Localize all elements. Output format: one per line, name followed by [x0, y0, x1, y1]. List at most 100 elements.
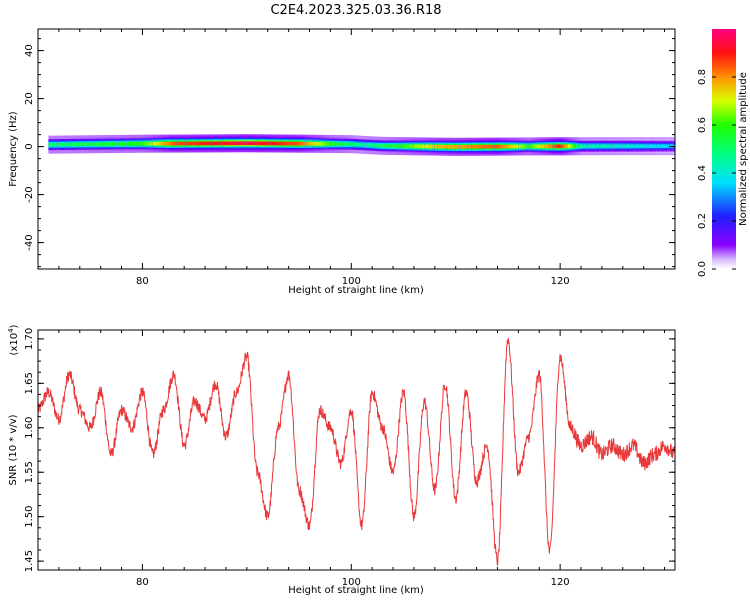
- spectrogram-cell: [286, 141, 290, 146]
- spectrogram-cell: [100, 142, 104, 146]
- spectrogram-cell: [296, 141, 300, 146]
- spectrogram-cell: [617, 144, 621, 148]
- spectrogram-cell: [168, 141, 172, 146]
- spectrogram-cell: [395, 144, 399, 148]
- spectrogram-cell: [489, 144, 493, 149]
- spectrogram-cell: [434, 144, 439, 149]
- spectrogram-cell: [139, 141, 144, 146]
- spectrogram-cell: [189, 141, 193, 146]
- spectrogram-cell: [424, 144, 428, 149]
- spectrogram-cell: [197, 141, 201, 146]
- spectrogram-cell: [526, 144, 530, 149]
- spectrogram-cell: [440, 144, 444, 149]
- spectrogram-cell: [58, 142, 63, 147]
- spectrogram-cell: [103, 142, 107, 146]
- spectrogram-cell: [552, 144, 556, 149]
- spectrogram-cell: [547, 144, 551, 149]
- spectrogram-cell: [406, 144, 410, 149]
- spectrogram-cell: [468, 144, 472, 149]
- spectrogram-cell: [95, 142, 99, 146]
- spectrogram-cell: [278, 141, 282, 146]
- spectrogram-cell: [387, 144, 392, 148]
- spectrogram-cell: [231, 141, 235, 146]
- snr-series-line: [38, 337, 675, 566]
- spectrogram-cell: [628, 144, 632, 148]
- spectrogram-ytick-label: -40: [24, 234, 35, 250]
- spectrogram-cell: [270, 141, 274, 146]
- colorbar-tick-label: 0.6: [697, 117, 708, 133]
- spectrogram-cell: [466, 144, 470, 149]
- spectrogram-band: [48, 134, 675, 156]
- spectrogram-cell: [463, 144, 467, 149]
- spectrogram-cell: [612, 144, 616, 148]
- spectrogram-xlabel: Height of straight line (km): [288, 285, 424, 296]
- snr-axes: 80 100 120 1.45 1.50 1.55 1.60 1.65 1.70: [24, 328, 675, 588]
- spectrogram-cell: [147, 141, 151, 146]
- spectrogram-cell: [252, 141, 256, 146]
- spectrogram-cell: [607, 144, 611, 148]
- spectrogram-cell: [64, 142, 68, 147]
- spectrogram-cell: [429, 144, 433, 149]
- spectrogram-cell: [288, 141, 292, 146]
- spectrogram-cell: [121, 142, 125, 146]
- spectrogram-frame: [37, 28, 676, 270]
- spectrogram-cell: [453, 145, 457, 149]
- spectrogram-cell: [374, 143, 378, 148]
- spectrogram-cell: [215, 141, 219, 146]
- spectrogram-cell: [596, 144, 600, 148]
- spectrogram-cell: [364, 143, 368, 147]
- spectrogram-cell: [385, 144, 389, 148]
- spectrogram-cell: [583, 144, 587, 149]
- spectrogram-cell: [630, 144, 634, 148]
- spectrogram-cell: [194, 141, 198, 146]
- snr-scale-label: (x104): [7, 324, 20, 355]
- spectrogram-cell: [205, 141, 209, 146]
- spectrogram-cell: [510, 144, 514, 149]
- spectrogram-cell: [207, 141, 211, 146]
- spectrogram-cell: [283, 141, 287, 146]
- spectrogram-cell: [594, 144, 598, 148]
- snr-xtick-label: 120: [551, 577, 570, 588]
- spectrogram-cell: [507, 144, 512, 149]
- spectrogram-cell: [259, 141, 264, 146]
- spectrogram-cell: [53, 142, 57, 147]
- snr-ylabel: SNR (10 * v/v): [8, 414, 19, 485]
- spectrogram-cell: [570, 144, 574, 149]
- spectrogram-cell: [348, 142, 352, 146]
- spectrogram-cell: [450, 144, 454, 149]
- snr-ytick-label: 1.55: [24, 461, 35, 483]
- spectrogram-cell: [299, 141, 303, 146]
- spectrogram-cell: [528, 144, 533, 149]
- spectrogram-cell: [176, 141, 180, 146]
- spectrogram-cell: [223, 141, 227, 146]
- spectrogram-cell: [536, 144, 540, 149]
- spectrogram-cell: [158, 141, 162, 146]
- spectrogram-cell: [664, 144, 668, 148]
- spectrogram-cell: [98, 142, 102, 146]
- spectrogram-cell: [544, 144, 548, 149]
- spectrogram-cell: [137, 141, 141, 146]
- spectrogram-cell: [625, 144, 629, 148]
- spectrogram-cell: [212, 141, 217, 146]
- spectrogram-cell: [77, 142, 81, 147]
- spectrogram-cell: [531, 144, 535, 149]
- spectrogram-cell: [421, 144, 425, 149]
- spectrogram-cell: [155, 141, 159, 146]
- colorbar-tick-label: 0.8: [697, 69, 708, 85]
- spectrogram-cell: [382, 144, 386, 148]
- spectrogram-cell: [351, 142, 355, 147]
- spectrogram-cell: [301, 141, 305, 146]
- spectrogram-cell: [181, 141, 185, 146]
- spectrogram-cell: [549, 144, 553, 149]
- spectrogram-cell: [126, 142, 130, 146]
- spectrogram-cell: [325, 142, 329, 146]
- spectrogram-cell: [92, 142, 97, 147]
- spectrogram-cell: [635, 144, 640, 148]
- spectrogram-cell: [210, 141, 214, 146]
- spectrogram-cell: [69, 142, 73, 147]
- spectrogram-cell: [359, 142, 363, 147]
- spectrogram-cell: [330, 142, 334, 146]
- spectrogram-cell: [173, 141, 177, 146]
- spectrogram-cell: [567, 144, 572, 149]
- spectrogram-ytick-label: 20: [24, 92, 35, 105]
